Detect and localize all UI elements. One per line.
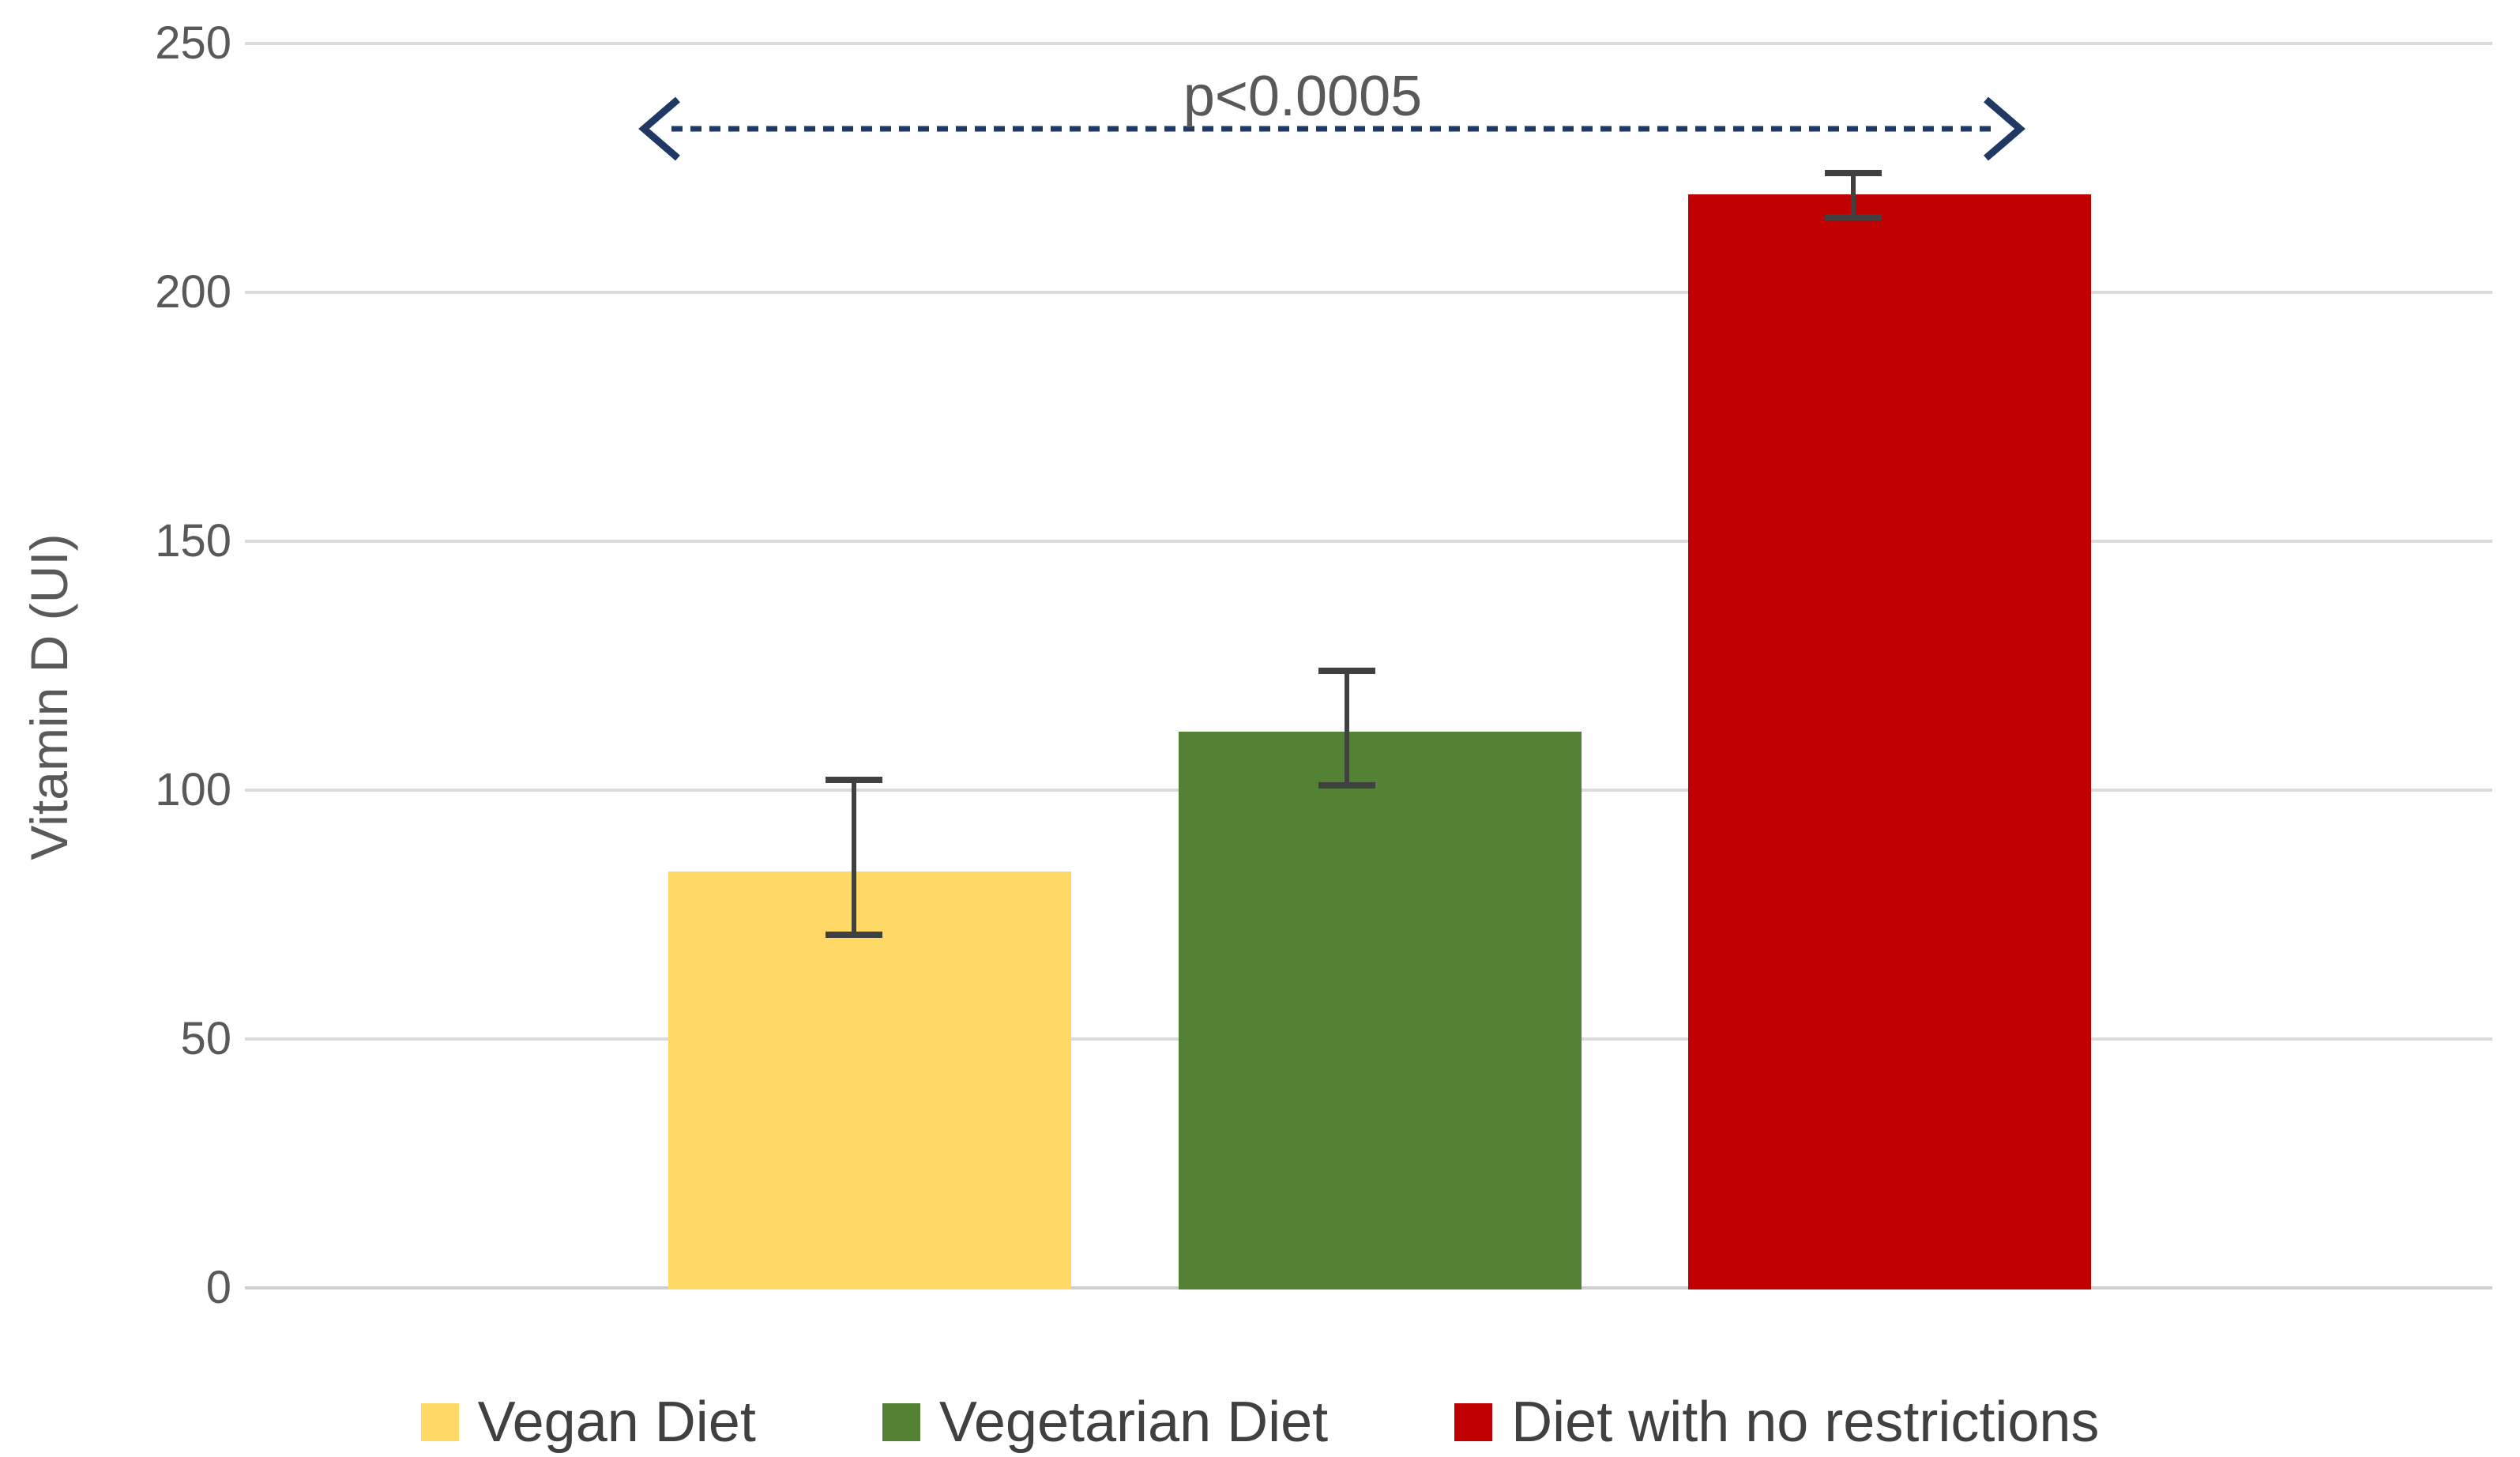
bar-vegetarian-diet [1179,732,1582,1289]
error-bar [826,777,882,938]
error-bar-stem [852,783,856,932]
y-tick-label: 0 [205,1262,231,1313]
legend-label: Diet with no restrictions [1511,1391,2100,1454]
error-bar-stem [1851,175,1856,215]
error-bar [1825,169,1882,221]
y-tick-label: 250 [155,17,231,69]
legend-label: Vegetarian Diet [938,1391,1329,1454]
error-bar-cap-bottom [1318,781,1375,789]
legend-label: Vegan Diet [477,1391,756,1454]
bar-vegan-diet [668,871,1071,1289]
significance-arrow-icon [638,96,2025,161]
error-bar-cap-bottom [826,931,882,938]
p-value-annotation: p<0.0005 [1183,65,1423,128]
legend-swatch-icon [882,1403,920,1441]
legend: Vegan Diet Vegetarian Diet Diet with no re… [0,1383,2520,1457]
legend-item-vegetarian-diet: Vegetarian Diet [882,1394,1328,1451]
y-tick-label: 150 [155,515,231,567]
gridline-250 [245,42,2492,45]
error-bar-cap-top [1825,169,1882,176]
legend-item-vegan-diet: Vegan Diet [420,1391,756,1454]
legend-swatch-icon [420,1403,459,1441]
legend-swatch-icon [1454,1403,1493,1441]
error-bar-cap-top [1318,667,1375,674]
error-bar-stem [1345,673,1349,782]
gridline-200 [245,291,2492,294]
error-bar [1318,667,1375,789]
bar-diet-with-no-restrictions [1688,194,2091,1289]
y-tick-label: 200 [155,266,231,318]
gridline-150 [245,540,2492,543]
y-tick-label: 100 [155,764,231,815]
y-axis-title: Vitamin D (UI) [20,533,78,860]
legend-item-diet-with-no-restrictions: Diet with no restrictions [1454,1394,2099,1451]
error-bar-cap-top [826,777,882,784]
y-tick-label: 50 [180,1013,231,1064]
error-bar-cap-bottom [1825,214,1882,221]
